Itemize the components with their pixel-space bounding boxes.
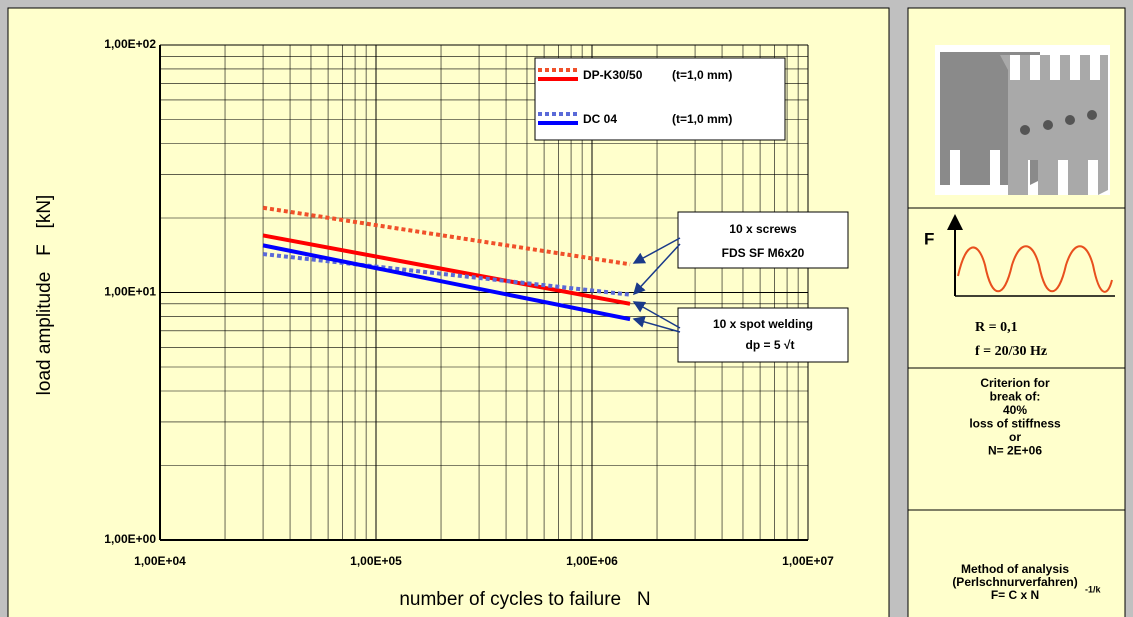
x-tick-label: 1,00E+04	[134, 554, 186, 568]
plate	[1000, 55, 1108, 195]
criterion-line: or	[1009, 430, 1021, 444]
criterion-line: loss of stiffness	[969, 417, 1061, 431]
annotation-arrows	[632, 237, 681, 333]
arrow	[632, 301, 681, 329]
criterion-line: 40%	[1003, 403, 1027, 417]
series-line	[262, 205, 631, 267]
force-label: F	[924, 229, 934, 248]
series-line	[262, 243, 631, 322]
fasteners	[1020, 110, 1097, 135]
legend-label: (t=1,0 mm)	[672, 68, 732, 82]
ratio: R = 0,1	[975, 320, 1018, 335]
legend	[534, 57, 786, 141]
method: Method of analysis(Perlschnurverfahren)F…	[952, 562, 1077, 602]
series-line	[262, 252, 631, 297]
x-tick-label: 1,00E+07	[782, 554, 834, 568]
method-line: (Perlschnurverfahren)	[952, 575, 1077, 589]
y-axis-label: load amplitude F [kN]	[34, 195, 55, 396]
annotation-text: 10 x spot welding	[713, 317, 813, 331]
y-tick-label: 1,00E+00	[104, 532, 156, 546]
y-tick-label: 1,00E+02	[104, 37, 156, 51]
exponent: -1/k	[1085, 584, 1102, 594]
annotation-text: dp = 5 √t	[746, 338, 795, 352]
y-tick-label: 1,00E+01	[104, 285, 156, 299]
x-axis-label: number of cycles to failure N	[399, 589, 650, 610]
sine-wave	[957, 245, 1113, 293]
legend-entries: DP-K30/50 (t=1,0 mm) DC 04 (t=1,0 mm)	[538, 68, 732, 126]
x-tick-label: 1,00E+06	[566, 554, 618, 568]
legend-label: DC 04	[583, 112, 617, 126]
arrow	[632, 316, 681, 333]
criterion-line: break of:	[990, 390, 1041, 404]
annotation-box	[677, 307, 849, 363]
method-line: F= C x N	[991, 588, 1039, 602]
criterion-line: Criterion for	[980, 376, 1050, 390]
arrow	[632, 237, 681, 264]
annotation-box	[677, 211, 849, 269]
arrow	[632, 243, 681, 296]
method-line: Method of analysis	[961, 562, 1069, 576]
legend-label: DP-K30/50	[583, 68, 643, 82]
criterion-line: N= 2E+06	[988, 444, 1042, 458]
slots	[1010, 55, 1100, 80]
annotation-text: FDS SF M6x20	[722, 246, 805, 260]
frequency: f = 20/30 Hz	[975, 344, 1047, 359]
annotation-text: 10 x screws	[729, 222, 797, 236]
legend-label: (t=1,0 mm)	[672, 112, 732, 126]
series-line	[262, 233, 631, 306]
x-tick-label: 1,00E+05	[350, 554, 402, 568]
specimen-photo	[935, 45, 1110, 195]
